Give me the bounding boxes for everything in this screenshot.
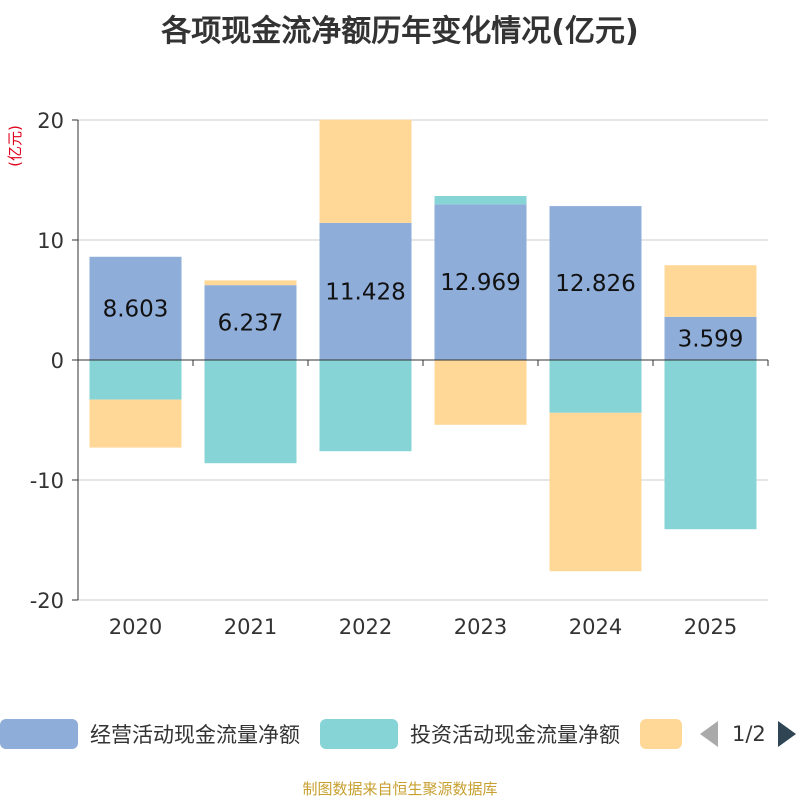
x-tick-label-2021: 2021: [224, 615, 277, 639]
bar-2023-series-0[interactable]: [434, 204, 527, 360]
grid-layer: [78, 119, 768, 601]
legend-item-investing[interactable]: 投资活动现金流量净额: [320, 716, 620, 752]
legend-item-operating[interactable]: 经营活动现金流量净额: [0, 716, 300, 752]
y-tick-label: 10: [37, 229, 64, 253]
legend-swatch-operating: [0, 719, 78, 749]
y-tick-label: -10: [30, 469, 64, 493]
chart-title: 各项现金流净额历年变化情况(亿元): [161, 14, 639, 49]
y-tick-label: 0: [51, 349, 64, 373]
bar-2020-series-2[interactable]: [89, 399, 182, 448]
data-label-2022: 11.428: [325, 279, 405, 305]
legend-item-financing[interactable]: [640, 716, 682, 752]
bar-2023-series-1[interactable]: [434, 195, 527, 205]
source-footer: 制图数据来自恒生聚源数据库: [302, 780, 498, 798]
data-label-2023: 12.969: [440, 270, 520, 296]
legend-page-indicator: 1/2: [732, 722, 766, 746]
bar-2020-series-0[interactable]: [89, 256, 182, 360]
data-labels-layer: 8.603 6.237 11.428 12.969 12.826 3.599: [103, 270, 744, 352]
x-tick-label-2022: 2022: [339, 615, 392, 639]
legend-label-operating: 经营活动现金流量净额: [90, 723, 300, 747]
bar-2021-series-1[interactable]: [204, 360, 297, 464]
bar-2020-series-1[interactable]: [89, 360, 182, 400]
legend-label-investing: 投资活动现金流量净额: [410, 723, 620, 747]
legend-swatch-financing: [640, 719, 682, 749]
bar-2024-series-1[interactable]: [549, 360, 642, 413]
bar-2024-series-0[interactable]: [549, 206, 642, 360]
y-tick-label: 20: [37, 109, 64, 133]
bar-2021-series-2[interactable]: [204, 280, 297, 286]
legend-swatch-investing: [320, 719, 398, 749]
bar-2025-series-2[interactable]: [664, 265, 757, 317]
x-tick-label-2023: 2023: [454, 615, 507, 639]
x-tick-label-2024: 2024: [569, 615, 622, 639]
axis-layer: 20 10 0 -10 -20 (亿元) 2020 2021 2022 2023 2024 2025: [6, 109, 769, 639]
bar-2022-series-2[interactable]: [319, 119, 412, 223]
x-tick-label-2025: 2025: [684, 615, 737, 639]
data-label-2025: 3.599: [678, 326, 744, 352]
y-axis-label: (亿元): [6, 125, 24, 167]
legend: 经营活动现金流量净额 投资活动现金流量净额: [0, 716, 800, 752]
bar-2024-series-2[interactable]: [549, 412, 642, 572]
data-label-2024: 12.826: [555, 271, 635, 297]
data-label-2021: 6.237: [218, 311, 284, 337]
chevron-right-icon[interactable]: [777, 721, 796, 747]
bar-2025-series-0[interactable]: [664, 316, 757, 360]
bar-2022-series-0[interactable]: [319, 222, 412, 360]
chevron-left-icon[interactable]: [700, 721, 718, 747]
bar-2022-series-1[interactable]: [319, 360, 412, 452]
legend-pager: 1/2: [700, 716, 796, 752]
data-label-2020: 8.603: [103, 296, 169, 322]
y-tick-label: -20: [30, 589, 64, 613]
bar-2025-series-1[interactable]: [664, 360, 757, 530]
bar-2023-series-2[interactable]: [434, 360, 527, 425]
x-tick-label-2020: 2020: [109, 615, 162, 639]
bars-layer: [89, 119, 757, 572]
bar-2021-series-0[interactable]: [204, 285, 297, 360]
